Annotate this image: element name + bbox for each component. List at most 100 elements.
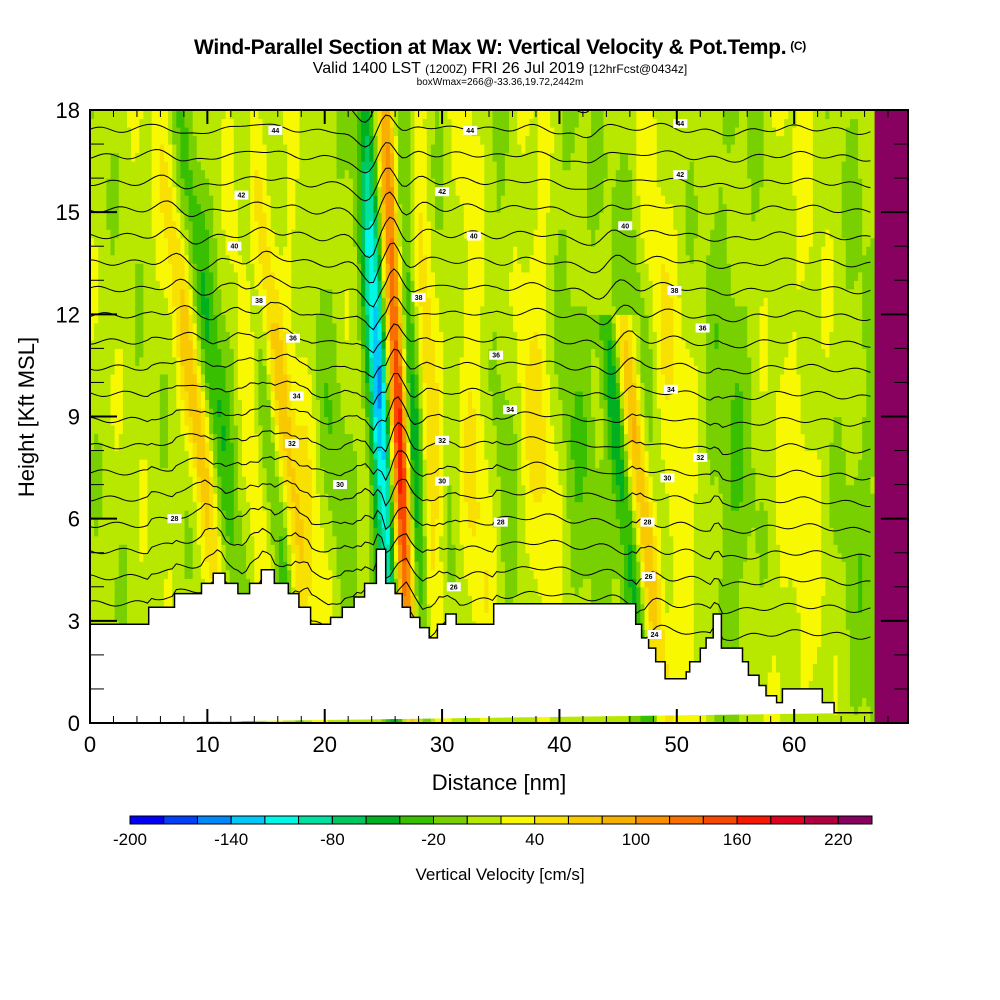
w-cell [246,391,251,401]
w-cell [352,382,358,392]
w-cell [274,314,280,324]
w-cell [365,518,370,528]
w-cell [340,425,346,435]
w-cell [90,408,95,418]
w-cell [324,220,329,230]
w-cell [122,118,128,128]
w-cell [357,271,362,281]
w-cell [122,280,128,290]
w-cell [188,305,194,315]
w-cell [131,586,136,596]
w-cell [114,382,120,392]
w-cell [205,544,210,554]
w-cell [102,118,107,128]
w-cell [291,229,296,239]
w-cell [176,493,181,503]
w-cell [348,161,354,171]
w-cell [311,169,317,179]
w-cell [94,212,99,222]
w-cell [192,110,198,120]
w-cell [225,186,231,196]
w-cell [315,161,321,171]
w-cell [135,246,140,256]
w-cell [98,118,103,128]
w-cell [369,459,374,469]
w-cell [348,339,354,349]
w-cell [106,603,112,613]
w-cell [94,382,99,392]
w-cell [188,271,194,281]
w-cell [348,586,354,596]
w-cell [295,263,301,273]
w-cell [131,314,136,324]
w-cell [122,603,128,613]
w-cell [233,263,239,273]
w-cell [299,322,305,332]
w-cell [98,612,103,622]
w-cell [328,288,333,298]
w-cell [155,484,161,494]
w-cell [332,433,337,443]
w-cell [266,501,272,511]
w-cell [336,467,342,477]
w-cell [340,212,346,222]
w-cell [307,459,313,469]
w-cell [262,237,268,247]
w-cell [143,263,149,273]
w-cell [106,399,112,409]
w-cell [344,484,350,494]
w-cell [291,484,296,494]
w-cell [90,263,95,273]
w-cell [278,493,284,503]
w-cell [196,535,202,545]
w-cell [278,391,284,401]
w-cell [348,297,354,307]
w-cell [233,203,239,213]
w-cell [200,220,206,230]
w-cell [122,416,128,426]
w-cell [102,365,107,375]
w-cell [291,561,296,571]
w-cell [151,561,157,571]
w-cell [180,391,186,401]
w-cell [336,246,342,256]
w-cell [307,442,313,452]
w-cell [303,288,309,298]
w-cell [122,169,128,179]
w-cell [225,212,231,222]
w-cell [147,169,153,179]
w-cell [348,595,354,605]
w-cell [106,467,112,477]
w-cell [217,535,222,545]
w-cell [139,203,144,213]
w-cell [114,297,120,307]
w-cell [118,178,124,188]
w-cell [287,212,292,222]
w-cell [143,212,149,222]
w-cell [246,544,251,554]
w-cell [94,178,99,188]
w-cell [106,322,112,332]
w-cell [176,416,181,426]
w-cell [344,305,350,315]
w-cell [122,220,128,230]
w-cell [188,331,194,341]
w-cell [229,246,235,256]
w-cell [188,297,194,307]
w-cell [365,331,370,341]
w-cell [131,612,136,622]
w-cell [196,220,202,230]
w-cell [225,476,231,486]
w-cell [344,331,350,341]
w-cell [254,416,259,426]
w-cell [225,246,231,256]
w-cell [246,203,251,213]
w-cell [365,425,370,435]
w-cell [365,169,370,179]
w-cell [340,169,346,179]
w-cell [250,535,255,545]
w-cell [168,348,173,358]
w-cell [254,314,259,324]
w-cell [94,493,99,503]
w-cell [114,603,120,613]
